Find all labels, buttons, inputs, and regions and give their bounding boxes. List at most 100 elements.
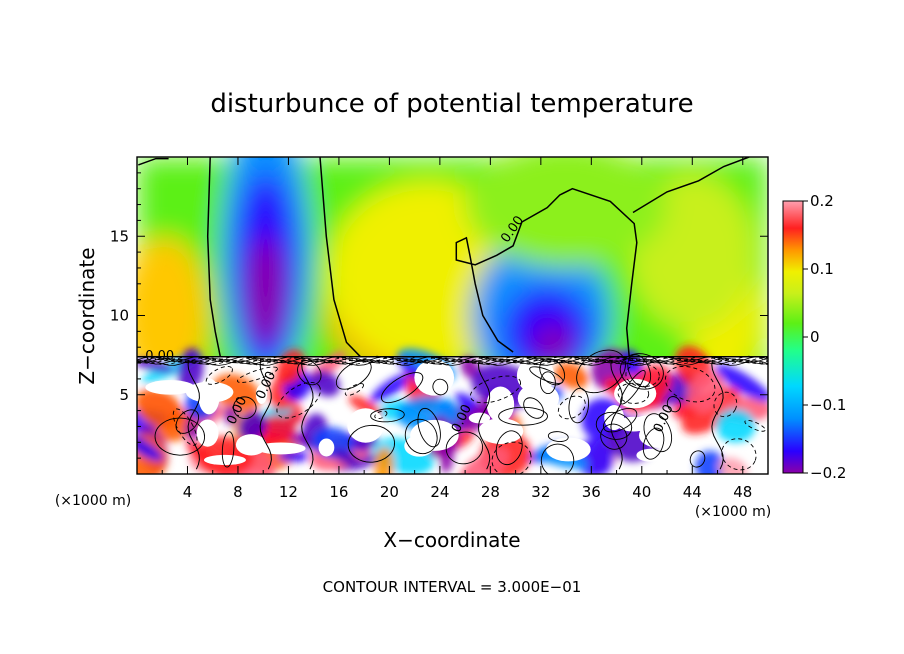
contour-line-zero — [138, 157, 169, 166]
contour-line-lower — [744, 419, 766, 432]
field-lower-patch — [681, 387, 741, 434]
contour-line-zero — [455, 187, 638, 357]
contour-line-lower — [370, 408, 405, 423]
field-lower-patch — [718, 457, 748, 474]
contour-line-lower — [643, 413, 673, 453]
field-lower-patch — [458, 448, 508, 474]
contour-line-lower — [539, 371, 556, 395]
contour-line-lower-vertical — [187, 359, 200, 470]
contour-line-lower — [689, 450, 706, 468]
field-lower-patch — [331, 448, 361, 467]
field-lower-patch — [287, 409, 304, 425]
y-tick-label: 10 — [110, 307, 129, 325]
field-lower-patch — [310, 370, 341, 397]
field-lower-neutral — [145, 380, 195, 395]
field-lower-neutral — [185, 381, 234, 403]
contour-line-lower — [445, 431, 484, 465]
y-tick-label: 15 — [110, 227, 129, 245]
contour-line-lower — [432, 378, 449, 396]
contour-line-lower — [374, 410, 388, 420]
x-tick-label: 8 — [233, 483, 243, 501]
x-tick-label: 44 — [683, 483, 702, 501]
contour-line-lower — [619, 353, 664, 390]
contour-line-lower — [642, 427, 665, 460]
contour-line-lower — [617, 382, 650, 404]
contour-line-lower — [664, 365, 716, 403]
contour-line-lower-vertical — [259, 359, 272, 470]
x-tick-label: 12 — [279, 483, 298, 501]
contour-line-lower-vertical — [711, 359, 724, 470]
x-axis: 4 8 12 16 20 24 28 32 36 40 44 48 — [161, 157, 752, 501]
field-lower-patch — [137, 388, 184, 429]
field-lower-layer — [137, 345, 768, 474]
contour-line-lower — [276, 381, 321, 419]
contour-line-lower — [380, 372, 424, 404]
contour-line-lower — [347, 424, 395, 463]
colorbar — [782, 200, 804, 474]
contour-line-zero — [632, 157, 750, 214]
contour-line-lower — [335, 360, 372, 390]
contour-line-interface — [137, 357, 768, 364]
contour-line-lower — [568, 387, 590, 424]
contour-line-lower — [175, 409, 200, 434]
contour-line-zero — [206, 157, 222, 357]
colorbar-tick-label: 0.1 — [810, 260, 834, 278]
contour-line-interface — [137, 360, 768, 366]
x-tick-label: 20 — [380, 483, 399, 501]
contour-line-lower — [721, 438, 757, 471]
contour-line-lower — [627, 354, 652, 388]
field-cold-left-core — [246, 236, 285, 348]
field-lower-patch — [715, 408, 756, 443]
x-tick-label: 36 — [582, 483, 601, 501]
field-lower-neutral — [347, 408, 384, 443]
y-axis-title: Z−coordinate — [75, 247, 99, 384]
contour-label: 0.00 — [145, 349, 174, 364]
contour-line-lower — [713, 391, 738, 418]
field-lower-patch — [715, 364, 768, 402]
field-lower-neutral — [256, 442, 306, 455]
y-axis-unit: (×1000 m) — [55, 493, 131, 509]
contour-line-lower-vertical — [301, 359, 314, 470]
x-tick-label: 4 — [183, 483, 193, 501]
contour-line-lower — [547, 431, 569, 442]
field-lower-neutral — [235, 434, 267, 456]
contour-line-interface — [137, 357, 768, 363]
x-axis-title: X−coordinate — [383, 528, 520, 552]
field-lower-patch — [440, 445, 454, 474]
x-tick-label: 24 — [430, 483, 449, 501]
field-lower-patch — [137, 433, 163, 462]
contour-line-lower — [595, 411, 633, 440]
contour-line-lower-vertical — [477, 359, 491, 470]
field-lower-neutral — [468, 412, 491, 424]
contour-line-interface — [137, 359, 768, 366]
field-lower-neutral — [203, 454, 246, 466]
field-lower-neutral — [517, 383, 560, 414]
field-lower-neutral — [255, 384, 268, 405]
contour-line-zero — [319, 157, 361, 358]
contour-line-lower — [540, 443, 575, 474]
x-tick-label: 40 — [632, 483, 651, 501]
x-tick-label: 32 — [531, 483, 550, 501]
contour-line-lower — [344, 383, 364, 396]
field-lower-neutral — [196, 419, 219, 447]
field-lower-neutral — [486, 386, 515, 423]
field-lower-patch — [370, 372, 413, 403]
contour-line-lower — [600, 423, 628, 450]
x-tick-label: 16 — [329, 483, 348, 501]
contour-line-lower — [576, 349, 626, 394]
field-lower-patch — [695, 450, 726, 474]
contour-line-lower — [498, 406, 548, 426]
field-lower-neutral — [414, 359, 455, 396]
contour-line-lower — [495, 430, 523, 466]
x-tick-label: 48 — [733, 483, 752, 501]
x-tick-label: 28 — [481, 483, 500, 501]
field-lower-neutral — [318, 438, 335, 457]
field-lower-neutral — [549, 404, 570, 422]
contour-line-lower — [557, 395, 586, 420]
field-lower-neutral — [636, 448, 664, 462]
colorbar-tick-label: −0.1 — [810, 396, 846, 414]
contour-line-lower — [233, 396, 257, 420]
field-cold-right-core — [534, 325, 573, 364]
